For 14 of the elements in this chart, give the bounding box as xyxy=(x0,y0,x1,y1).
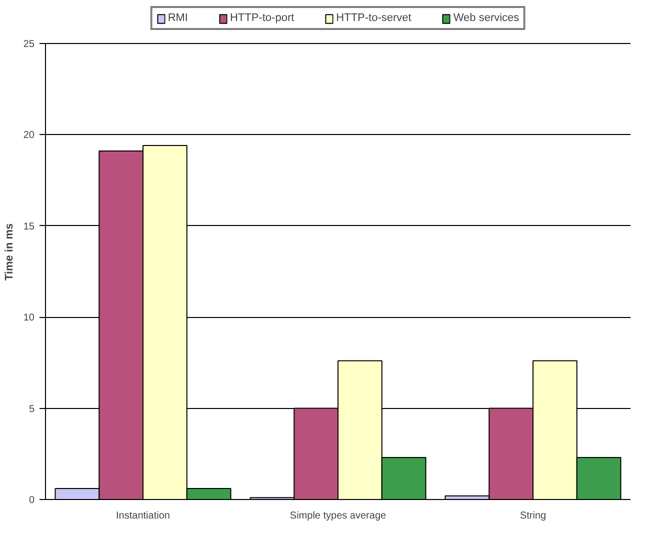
x-tick-label: String xyxy=(520,510,546,522)
y-tick-label: 0 xyxy=(28,495,35,506)
legend-label: RMI xyxy=(168,12,188,24)
y-tick-label: 10 xyxy=(23,312,35,324)
legend-label: HTTP-to-port xyxy=(230,12,294,24)
y-tick-label: 5 xyxy=(28,404,35,415)
legend-label: HTTP-to-servet xyxy=(336,12,412,24)
legend-label: Web services xyxy=(453,12,520,24)
x-tick-label: Instantiation xyxy=(116,510,170,522)
y-tick-label: 15 xyxy=(23,221,35,232)
y-tick-label: 25 xyxy=(23,38,35,50)
x-tick-label: Simple types average xyxy=(290,510,387,522)
y-tick-label: 20 xyxy=(23,130,35,142)
y-axis-title: Time in ms xyxy=(3,223,16,281)
